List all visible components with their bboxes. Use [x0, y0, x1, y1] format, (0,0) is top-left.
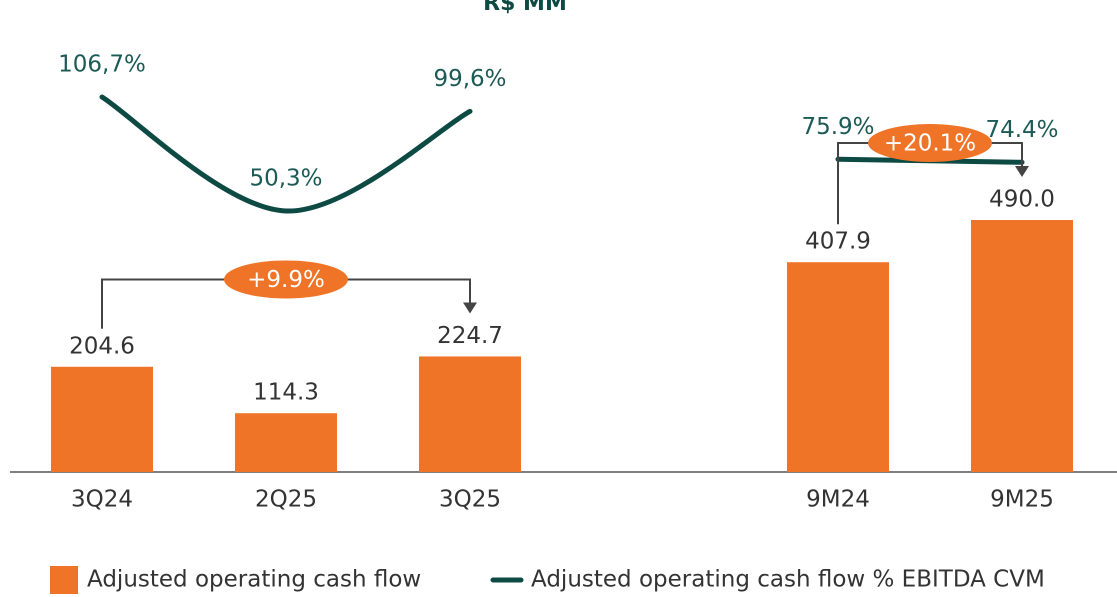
arrow-head — [463, 302, 477, 314]
bar — [235, 413, 337, 472]
legend-label: Adjusted operating cash flow — [87, 567, 421, 593]
growth-label: +9.9% — [247, 267, 325, 293]
bar — [419, 356, 521, 472]
legend-swatch — [50, 566, 78, 594]
chart-title: R$ MM — [483, 0, 567, 16]
bar — [971, 220, 1073, 472]
arrow-head — [1015, 166, 1029, 177]
line-label: 74.4% — [985, 117, 1058, 143]
bar-label: 224.7 — [437, 323, 503, 349]
x-tick-label: 9M25 — [990, 487, 1054, 513]
x-tick-label: 2Q25 — [255, 487, 317, 513]
growth-label: +20.1% — [884, 131, 976, 157]
legend-label: Adjusted operating cash flow % EBITDA CV… — [531, 567, 1045, 593]
x-tick-label: 9M24 — [806, 487, 870, 513]
growth-pill — [224, 260, 348, 299]
bar — [51, 366, 153, 472]
bar — [787, 262, 889, 472]
growth-pill — [868, 124, 992, 162]
bar-label: 204.6 — [69, 333, 135, 359]
line-label: 99,6% — [433, 66, 506, 92]
bar-label: 490.0 — [989, 187, 1055, 213]
line-label: 75.9% — [801, 114, 874, 140]
line-label: 50,3% — [249, 166, 322, 192]
bar-label: 407.9 — [805, 229, 871, 255]
line-label: 106,7% — [58, 52, 146, 78]
x-tick-label: 3Q25 — [439, 487, 501, 513]
bar-label: 114.3 — [253, 380, 319, 406]
x-tick-label: 3Q24 — [71, 487, 133, 513]
